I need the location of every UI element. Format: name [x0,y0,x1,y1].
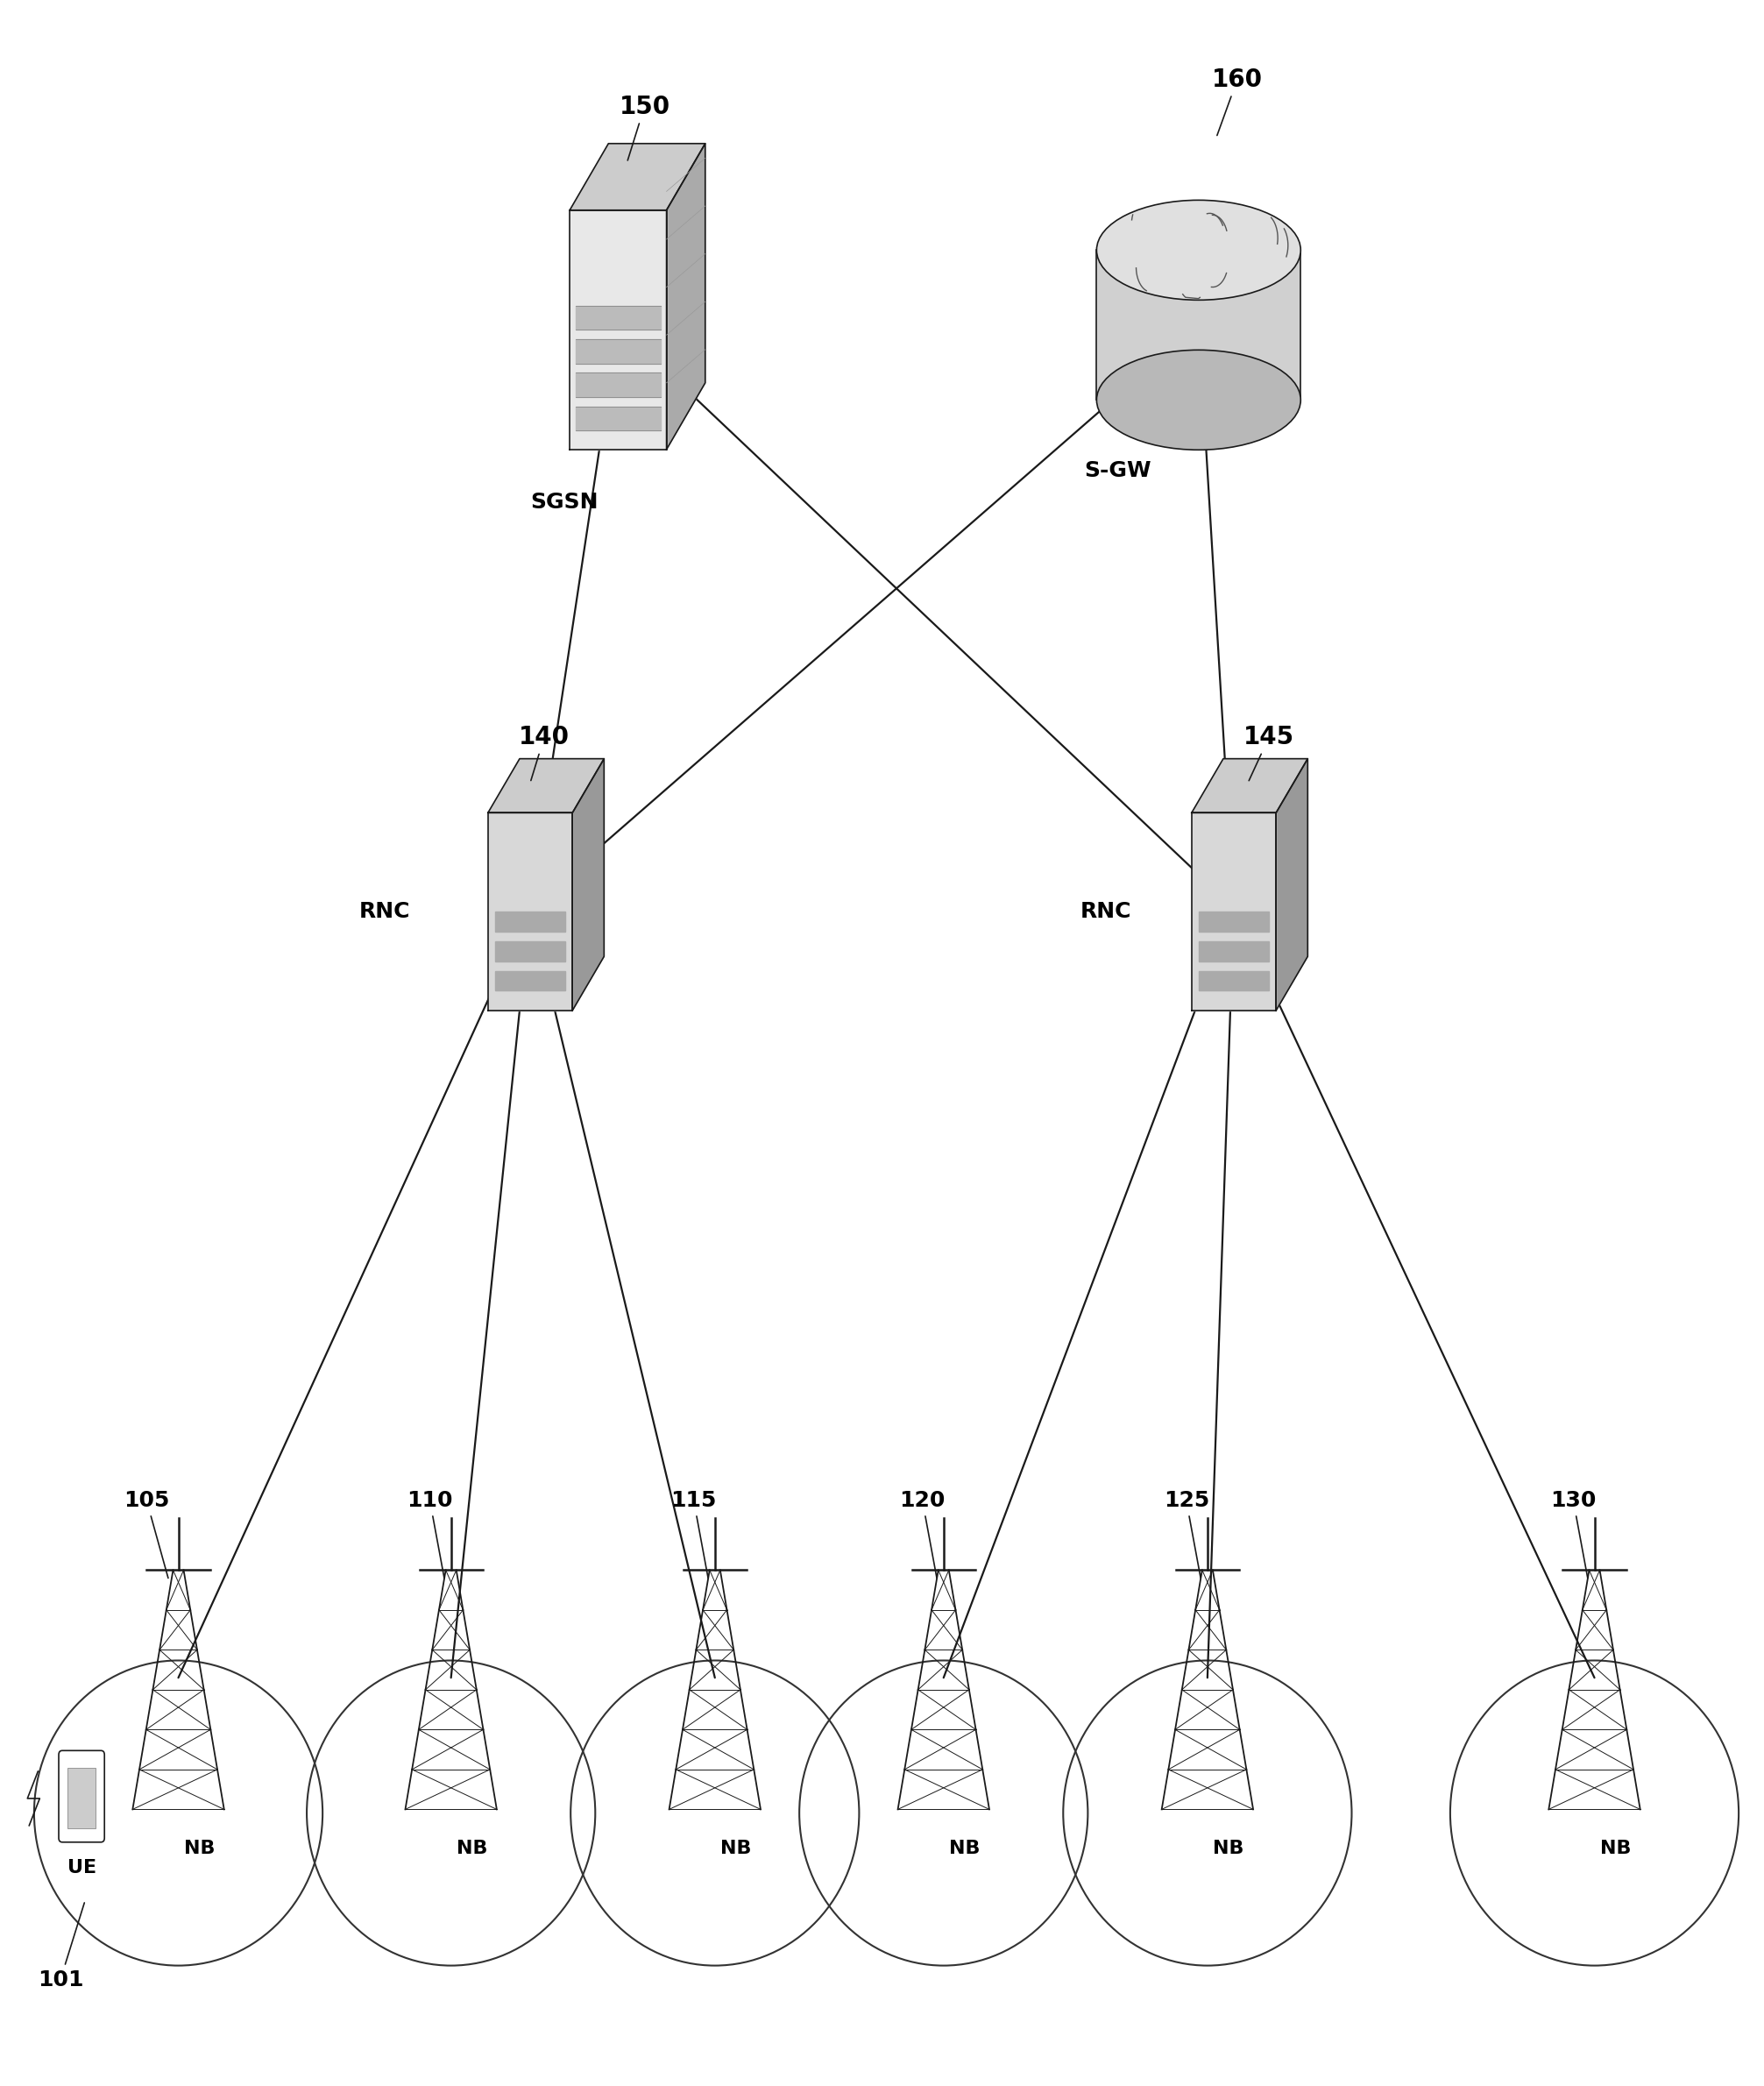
Polygon shape [572,759,603,1010]
Polygon shape [1198,941,1270,962]
Text: NB: NB [1214,1840,1244,1859]
Text: S-GW: S-GW [1085,461,1152,482]
Polygon shape [494,970,566,991]
Polygon shape [570,144,706,211]
Polygon shape [489,759,603,814]
Text: 140: 140 [519,724,570,780]
Ellipse shape [1097,200,1300,300]
Text: NB: NB [457,1840,487,1859]
Polygon shape [570,211,667,448]
Ellipse shape [1097,350,1300,451]
Polygon shape [1198,970,1270,991]
Polygon shape [1198,912,1270,932]
Text: RNC: RNC [1081,901,1132,922]
Text: NB: NB [949,1840,981,1859]
Text: 105: 105 [123,1489,169,1579]
Polygon shape [1275,759,1307,1010]
Text: 130: 130 [1551,1489,1596,1577]
Polygon shape [489,814,572,1010]
Text: 160: 160 [1212,67,1263,136]
Text: NB: NB [720,1840,751,1859]
Polygon shape [667,144,706,448]
Text: 150: 150 [619,94,670,161]
Text: 120: 120 [900,1489,946,1577]
Text: 115: 115 [670,1489,716,1577]
Text: SGSN: SGSN [531,492,598,513]
Polygon shape [575,307,662,330]
FancyBboxPatch shape [58,1750,104,1842]
Polygon shape [1097,250,1300,401]
Text: 101: 101 [37,1902,85,1990]
Text: 125: 125 [1164,1489,1210,1577]
Text: 145: 145 [1244,724,1295,780]
Text: NB: NB [1600,1840,1632,1859]
Polygon shape [575,340,662,363]
Polygon shape [494,912,566,932]
Text: NB: NB [183,1840,215,1859]
Polygon shape [1192,814,1275,1010]
Text: 110: 110 [407,1489,453,1577]
Polygon shape [1192,759,1307,814]
Text: RNC: RNC [360,901,411,922]
Polygon shape [494,941,566,962]
Polygon shape [575,373,662,396]
Bar [67,1769,95,1827]
Polygon shape [575,407,662,430]
Text: UE: UE [67,1859,95,1875]
